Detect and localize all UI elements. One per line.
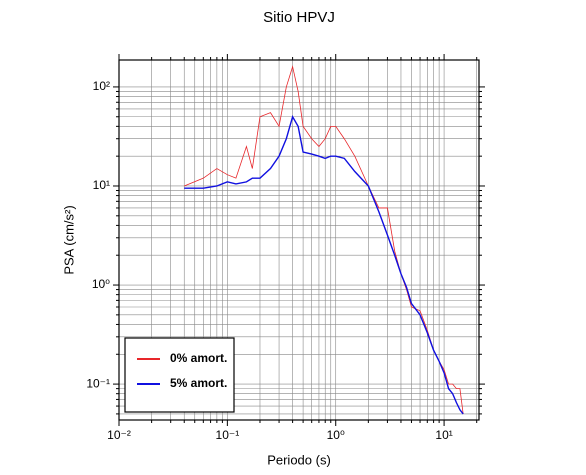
y-tick-label: 10⁰ [92, 277, 110, 291]
legend-box [124, 337, 235, 413]
y-tick-label: 10² [93, 79, 110, 93]
y-tick-label: 10⁻¹ [86, 376, 110, 390]
x-tick-label: 10⁰ [327, 428, 345, 442]
y-tick-label: 10¹ [93, 178, 110, 192]
x-tick-label: 10⁻¹ [216, 428, 240, 442]
legend-label: 5% amort. [170, 376, 227, 390]
data-line [184, 114, 464, 415]
chart-title: Sitio HPVJ [263, 9, 335, 26]
plot-frame [118, 59, 480, 421]
x-tick-label: 10¹ [435, 428, 452, 442]
legend-label: 0% amort. [170, 351, 227, 365]
x-tick-label: 10⁻² [107, 428, 131, 442]
x-axis-label: Periodo (s) [267, 452, 331, 467]
y-axis-label: PSA (cm/s²) [61, 205, 76, 274]
